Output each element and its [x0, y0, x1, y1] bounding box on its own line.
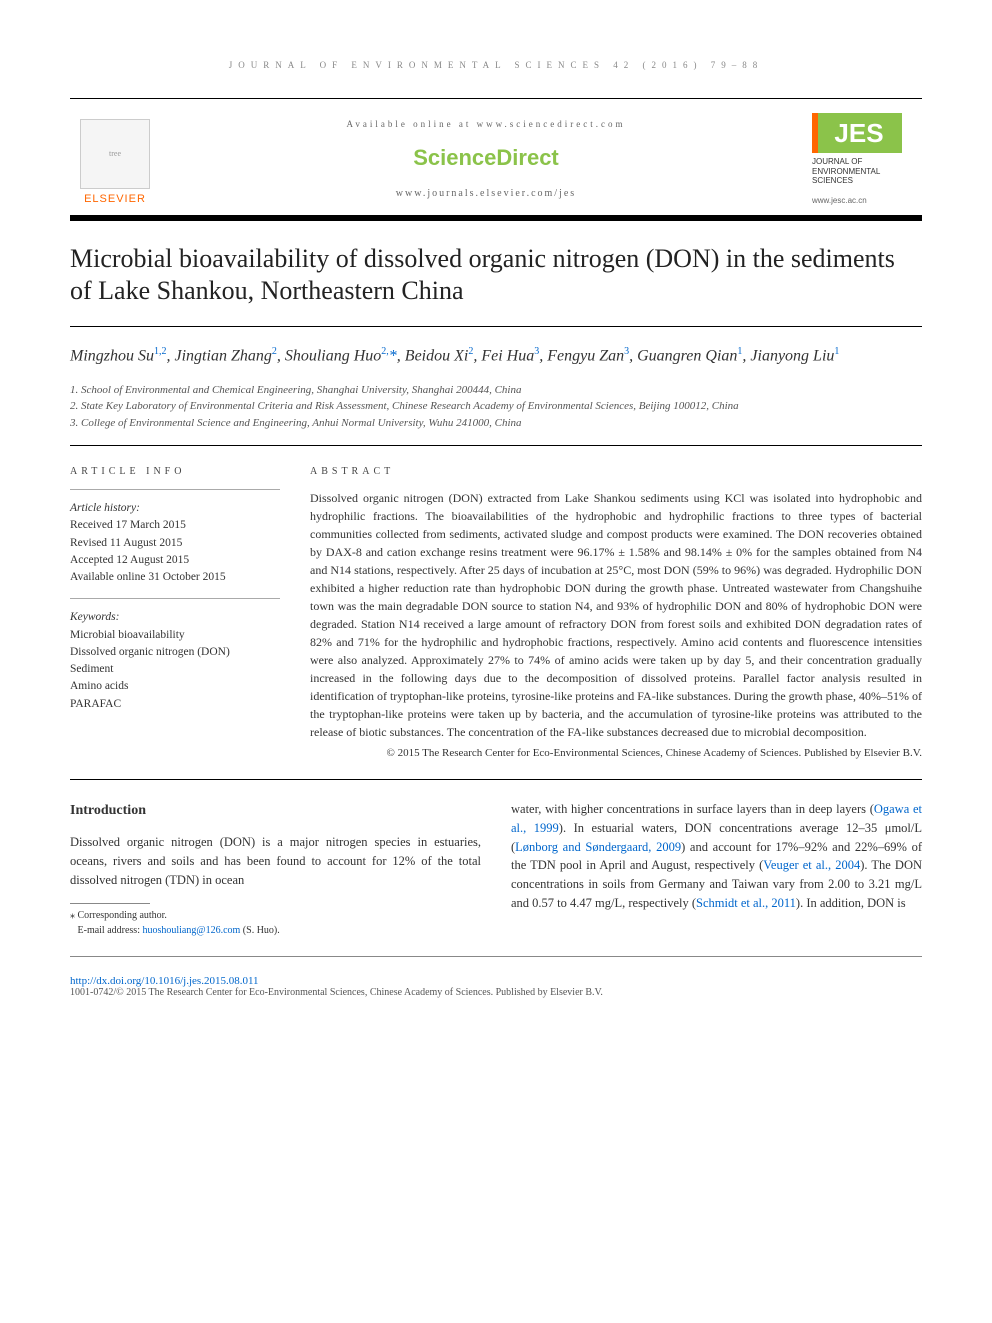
email-suffix: (S. Huo).	[240, 925, 279, 936]
jes-logo: JES	[812, 113, 902, 153]
masthead: tree ELSEVIER Available online at www.sc…	[70, 98, 922, 221]
journal-logo-block: JES JOURNAL OF ENVIRONMENTAL SCIENCES ww…	[812, 113, 922, 205]
abstract-copyright: © 2015 The Research Center for Eco-Envir…	[310, 747, 922, 759]
keyword: Amino acids	[70, 678, 280, 695]
keyword: Sediment	[70, 661, 280, 678]
elsevier-label: ELSEVIER	[84, 193, 146, 205]
history-line: Available online 31 October 2015	[70, 569, 280, 586]
intro-column-right: water, with higher concentrations in sur…	[511, 800, 922, 938]
elsevier-tree-icon: tree	[80, 119, 150, 189]
jes-url[interactable]: www.jesc.ac.cn	[812, 196, 867, 205]
keywords-header: Keywords:	[70, 609, 280, 626]
introduction-heading: Introduction	[70, 800, 481, 821]
abstract: ABSTRACT Dissolved organic nitrogen (DON…	[310, 466, 922, 759]
corr-label: ⁎ Corresponding author.	[70, 910, 167, 921]
history-line: Received 17 March 2015	[70, 517, 280, 534]
author-list: Mingzhou Su1,2, Jingtian Zhang2, Shoulia…	[70, 345, 922, 368]
introduction-section: Introduction Dissolved organic nitrogen …	[70, 800, 922, 938]
sciencedirect-logo[interactable]: ScienceDirect	[160, 145, 812, 171]
available-online-text: Available online at www.sciencedirect.co…	[160, 119, 812, 129]
history-line: Revised 11 August 2015	[70, 535, 280, 552]
intro-text-r5: ). In addition, DON is	[796, 896, 906, 910]
elsevier-logo: tree ELSEVIER	[70, 113, 160, 205]
abstract-text: Dissolved organic nitrogen (DON) extract…	[310, 489, 922, 741]
article-title: Microbial bioavailability of dissolved o…	[70, 243, 922, 327]
citation-link[interactable]: Veuger et al., 2004	[763, 858, 860, 872]
article-history-header: Article history:	[70, 500, 280, 517]
keyword: Microbial bioavailability	[70, 627, 280, 644]
page-footer: http://dx.doi.org/10.1016/j.jes.2015.08.…	[70, 956, 922, 998]
journal-homepage-link[interactable]: www.journals.elsevier.com/jes	[160, 188, 812, 199]
corr-email-link[interactable]: huoshouliang@126.com	[142, 925, 240, 936]
jes-subtitle: JOURNAL OF ENVIRONMENTAL SCIENCES	[812, 157, 922, 186]
article-history-block: Article history: Received 17 March 2015R…	[70, 489, 280, 598]
keyword: Dissolved organic nitrogen (DON)	[70, 644, 280, 661]
citation-link[interactable]: Lønborg and Søndergaard, 2009	[515, 840, 681, 854]
keywords-block: Keywords: Microbial bioavailabilityDisso…	[70, 598, 280, 725]
issn-copyright: 1001-0742/© 2015 The Research Center for…	[70, 987, 922, 998]
info-abstract-row: ARTICLE INFO Article history: Received 1…	[70, 466, 922, 780]
article-info: ARTICLE INFO Article history: Received 1…	[70, 466, 280, 759]
corresponding-author-note: ⁎ Corresponding author. E-mail address: …	[70, 903, 481, 938]
abstract-label: ABSTRACT	[310, 466, 922, 477]
citation-link[interactable]: Schmidt et al., 2011	[696, 896, 796, 910]
intro-text-r1: water, with higher concentrations in sur…	[511, 802, 874, 816]
keyword: PARAFAC	[70, 696, 280, 713]
doi-link[interactable]: http://dx.doi.org/10.1016/j.jes.2015.08.…	[70, 975, 922, 987]
affiliation-list: 1. School of Environmental and Chemical …	[70, 382, 922, 447]
article-info-label: ARTICLE INFO	[70, 466, 280, 477]
running-head: JOURNAL OF ENVIRONMENTAL SCIENCES 42 (20…	[70, 60, 922, 70]
intro-text-left: Dissolved organic nitrogen (DON) is a ma…	[70, 835, 481, 887]
email-label: E-mail address:	[78, 925, 143, 936]
intro-column-left: Introduction Dissolved organic nitrogen …	[70, 800, 481, 938]
masthead-center: Available online at www.sciencedirect.co…	[160, 113, 812, 205]
history-line: Accepted 12 August 2015	[70, 552, 280, 569]
